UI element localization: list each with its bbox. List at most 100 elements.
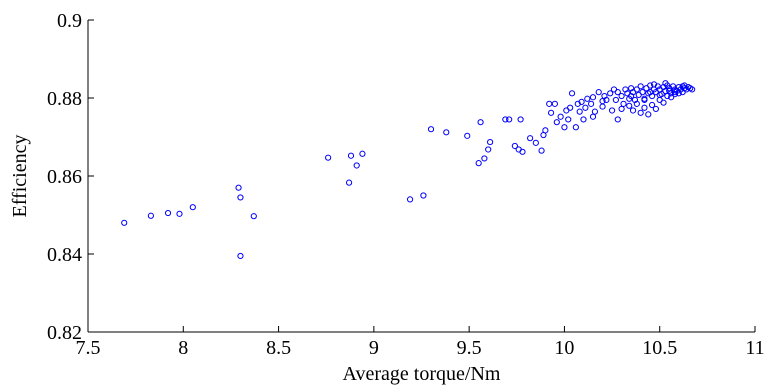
- data-point: [406, 196, 414, 203]
- data-point: [641, 95, 648, 102]
- data-point: [603, 96, 610, 104]
- data-point: [618, 92, 625, 100]
- data-point: [427, 126, 435, 133]
- x-tick-label: 11: [745, 337, 764, 359]
- data-point: [527, 135, 534, 142]
- data-point: [481, 155, 488, 162]
- data-point: [647, 89, 654, 96]
- data-point: [557, 113, 564, 120]
- data-point: [517, 116, 524, 123]
- data-point: [666, 87, 673, 95]
- data-point: [679, 89, 686, 96]
- data-point: [662, 80, 669, 87]
- data-point: [599, 98, 606, 105]
- data-point: [656, 91, 663, 98]
- data-point: [506, 116, 513, 123]
- data-point: [420, 192, 427, 199]
- x-axis-label: Average torque/Nm: [343, 363, 501, 385]
- x-tick-label: 10.5: [642, 337, 677, 359]
- data-point: [633, 86, 640, 93]
- y-tick-label: 0.86: [47, 166, 82, 188]
- data-point: [629, 107, 637, 114]
- data-point: [542, 127, 549, 134]
- data-point: [325, 154, 332, 161]
- data-point: [250, 213, 257, 220]
- data-point: [628, 92, 635, 100]
- data-point: [612, 96, 619, 104]
- data-point: [572, 124, 579, 131]
- data-point: [589, 113, 597, 120]
- data-point: [689, 86, 696, 93]
- data-point: [614, 89, 621, 96]
- data-point: [618, 105, 625, 113]
- data-point: [532, 139, 539, 146]
- data-point: [147, 212, 154, 219]
- data-point: [591, 108, 599, 115]
- data-point: [443, 129, 450, 136]
- x-tick-label: 10: [554, 337, 574, 359]
- data-point: [681, 82, 688, 89]
- data-point: [647, 82, 654, 89]
- data-point: [235, 184, 242, 191]
- data-point: [620, 100, 627, 107]
- x-tick-label: 7.5: [76, 337, 101, 359]
- x-tick-label: 9: [369, 337, 379, 359]
- x-tick-label: 9.5: [457, 337, 482, 359]
- data-point: [578, 98, 585, 106]
- data-point: [576, 108, 583, 115]
- data-point: [607, 90, 614, 97]
- y-tick-label: 0.82: [47, 322, 82, 344]
- data-point: [487, 138, 494, 146]
- data-point: [633, 100, 640, 107]
- data-point: [660, 99, 667, 106]
- y-tick-label: 0.88: [47, 88, 82, 110]
- data-point: [668, 94, 675, 101]
- data-point: [671, 91, 679, 98]
- data-point: [553, 119, 560, 126]
- y-tick-label: 0.9: [57, 10, 82, 32]
- data-point: [189, 204, 196, 211]
- data-point: [568, 90, 576, 97]
- data-point: [639, 89, 646, 96]
- data-point: [237, 252, 244, 260]
- data-point: [567, 104, 574, 111]
- data-point: [511, 142, 518, 150]
- data-point: [588, 100, 595, 107]
- data-point: [345, 179, 353, 186]
- plot-frame: [87, 20, 755, 333]
- data-point: [669, 83, 677, 90]
- data-point: [485, 146, 492, 153]
- data-points: [121, 80, 696, 260]
- data-point: [565, 116, 572, 123]
- y-axis-label: Efficiency: [9, 135, 31, 218]
- data-point: [519, 148, 526, 155]
- data-point: [538, 147, 545, 154]
- data-point: [584, 95, 591, 102]
- data-point: [675, 90, 682, 97]
- data-point: [599, 103, 606, 110]
- data-point: [176, 210, 183, 217]
- data-point: [547, 109, 555, 116]
- data-point: [595, 89, 602, 96]
- y-axis: 0.82 0.84 0.86 0.88 0.9: [47, 10, 94, 344]
- data-point: [475, 160, 482, 167]
- data-point: [464, 132, 471, 139]
- data-point: [614, 116, 621, 123]
- data-point: [637, 83, 644, 90]
- data-point: [164, 209, 172, 217]
- data-point: [546, 100, 553, 107]
- data-point: [652, 105, 660, 113]
- x-axis: 7.5 8 8.5 9 9.5 10 10.5 11: [76, 326, 765, 359]
- data-point: [582, 104, 589, 111]
- data-point: [237, 194, 244, 201]
- data-point: [608, 107, 616, 114]
- data-point: [580, 116, 587, 123]
- data-point: [645, 111, 652, 118]
- data-point: [353, 162, 360, 169]
- data-point: [347, 152, 355, 159]
- x-tick-label: 8.5: [266, 337, 291, 359]
- data-point: [671, 89, 679, 96]
- data-point: [359, 150, 366, 157]
- data-point: [502, 116, 509, 123]
